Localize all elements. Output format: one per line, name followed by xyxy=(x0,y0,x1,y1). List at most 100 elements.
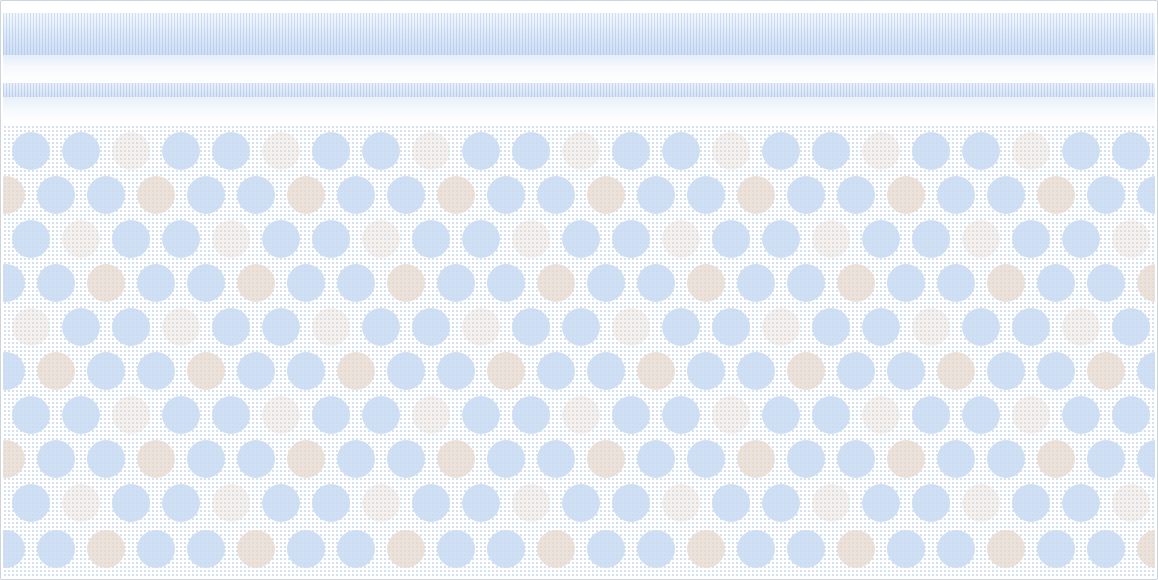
pattern-circle xyxy=(762,484,800,522)
pattern-circle xyxy=(1037,352,1075,390)
pattern-circle xyxy=(312,132,350,170)
pattern-circle xyxy=(487,264,525,302)
pattern-circle xyxy=(912,396,950,434)
pattern-circle xyxy=(787,176,825,214)
pattern-circle xyxy=(1037,440,1075,478)
pattern-circle xyxy=(912,484,950,522)
pattern-circle xyxy=(12,308,50,346)
pattern-circle xyxy=(37,530,75,568)
pattern-circle xyxy=(112,220,150,258)
pattern-circle xyxy=(387,176,425,214)
pattern-circle xyxy=(87,440,125,478)
pattern-circle xyxy=(3,530,25,568)
pattern-circle xyxy=(387,264,425,302)
pattern-circle xyxy=(887,264,925,302)
pattern-circle xyxy=(362,484,400,522)
pattern-circle xyxy=(987,440,1025,478)
pattern-circle xyxy=(962,484,1000,522)
pattern-circle xyxy=(362,220,400,258)
pattern-circle xyxy=(162,484,200,522)
pattern-circle xyxy=(637,264,675,302)
pattern-circle xyxy=(412,308,450,346)
pattern-circle xyxy=(887,530,925,568)
pattern-circle xyxy=(212,396,250,434)
pattern-circle xyxy=(212,132,250,170)
pattern-circle xyxy=(712,220,750,258)
pattern-circle xyxy=(487,530,525,568)
pattern-circle xyxy=(262,308,300,346)
pattern-circle xyxy=(62,308,100,346)
pattern-circle xyxy=(687,176,725,214)
pattern-circle xyxy=(462,308,500,346)
pattern-circle xyxy=(312,308,350,346)
pattern-circle xyxy=(937,264,975,302)
pattern-circle xyxy=(587,352,625,390)
pattern-circle xyxy=(37,440,75,478)
pattern-circle xyxy=(362,396,400,434)
pattern-circle xyxy=(3,352,25,390)
pattern-circle xyxy=(737,264,775,302)
pattern-circle xyxy=(612,484,650,522)
pattern-circle xyxy=(137,530,175,568)
pattern-circle xyxy=(412,484,450,522)
pattern-circle xyxy=(887,440,925,478)
pattern-circle xyxy=(287,352,325,390)
pattern-circle xyxy=(1087,176,1125,214)
pattern-circle xyxy=(437,440,475,478)
pattern-circle xyxy=(487,440,525,478)
pattern-circle xyxy=(387,530,425,568)
pattern-circle xyxy=(237,176,275,214)
pattern-circle xyxy=(362,132,400,170)
pattern-circle xyxy=(1062,484,1100,522)
pattern-circle xyxy=(1137,530,1155,568)
pattern-circle xyxy=(312,220,350,258)
pattern-circle xyxy=(1087,530,1125,568)
pattern-circle xyxy=(87,176,125,214)
pattern-circle xyxy=(937,176,975,214)
pattern-circle xyxy=(212,220,250,258)
pattern-circle xyxy=(62,396,100,434)
pattern-circle xyxy=(1037,530,1075,568)
pattern-circle xyxy=(762,396,800,434)
pattern-circle xyxy=(962,220,1000,258)
pattern-circle xyxy=(562,220,600,258)
pattern-circle xyxy=(612,308,650,346)
pattern-circle xyxy=(687,264,725,302)
pattern-circle xyxy=(912,308,950,346)
pattern-circle xyxy=(587,264,625,302)
pattern-circle xyxy=(1012,396,1050,434)
pattern-circle xyxy=(937,352,975,390)
pattern-circle xyxy=(1112,396,1150,434)
pattern-circle xyxy=(162,220,200,258)
pattern-circle xyxy=(712,396,750,434)
pattern-circle xyxy=(912,132,950,170)
pattern-circle xyxy=(462,484,500,522)
pattern-circle xyxy=(262,220,300,258)
pattern-circle xyxy=(512,484,550,522)
pattern-circle xyxy=(1137,264,1155,302)
pattern-circle xyxy=(762,220,800,258)
pattern-circle xyxy=(3,264,25,302)
pattern-circle xyxy=(612,132,650,170)
pattern-circle xyxy=(1137,176,1155,214)
pattern-circle xyxy=(337,352,375,390)
pattern-circle xyxy=(487,176,525,214)
pattern-circle xyxy=(187,530,225,568)
pattern-circle xyxy=(287,264,325,302)
pattern-circle xyxy=(737,352,775,390)
circle-pattern xyxy=(3,132,1155,568)
pattern-circle xyxy=(1087,352,1125,390)
middle-band-gradient xyxy=(3,97,1155,123)
pattern-circle xyxy=(1112,132,1150,170)
pattern-circle xyxy=(1112,308,1150,346)
pattern-circle xyxy=(137,352,175,390)
pattern-circle xyxy=(612,396,650,434)
pattern-circle xyxy=(437,530,475,568)
pattern-circle xyxy=(237,530,275,568)
pattern-circle xyxy=(187,440,225,478)
pattern-circle xyxy=(262,396,300,434)
pattern-circle xyxy=(662,220,700,258)
pattern-circle xyxy=(337,264,375,302)
pattern-circle xyxy=(137,176,175,214)
